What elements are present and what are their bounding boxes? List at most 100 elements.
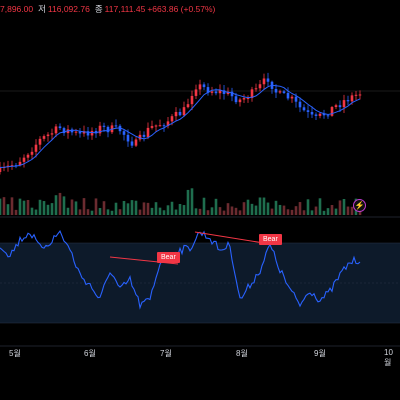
volume-bar [190,188,194,215]
volume-bar [50,203,54,215]
volume-bar [174,209,178,215]
month-label-may: 5월 [9,349,21,358]
candle-body [286,92,290,99]
candle-body [146,127,150,137]
volume-bar [86,209,90,215]
candle-body [226,91,230,94]
volume-bar [186,189,190,215]
lightning-icon[interactable]: ⚡ [353,199,366,212]
month-label-oct: 10월 [384,348,393,367]
volume-bar [82,198,86,215]
candle-body [222,90,226,94]
bear-divergence-label-1: Bear [157,252,180,263]
volume-bar [166,205,170,215]
volume-bar [142,202,146,215]
month-label-jul: 7월 [160,349,172,358]
volume-bar [2,197,6,215]
month-label-aug: 8월 [236,349,248,358]
ohlc-change: +663.86 (+0.57%) [147,4,216,14]
candle-body [114,125,118,127]
volume-bar [118,209,122,215]
ohlc-close-value: 117,111.45 [104,4,146,14]
moving-average-line [0,84,361,168]
candle-body [254,88,258,90]
volume-bar [106,209,110,215]
volume-bar [146,202,150,215]
volume-bar [342,198,346,215]
candle-body [318,113,322,116]
volume-bar [238,210,242,215]
ohlc-low-value: 116,092.76 [47,4,90,14]
candle-body [10,165,14,167]
candle-body [150,126,154,128]
volume-bar [194,208,198,215]
volume-bar [38,199,42,215]
volume-bar [262,197,266,215]
volume-bar [22,200,26,215]
volume-bar [158,207,162,215]
volume-bar [330,205,334,215]
candle-body [34,144,38,152]
volume-bar [94,198,98,215]
volume-bar [226,203,230,215]
volume-bar [266,202,270,215]
volume-bar [0,198,2,215]
candle-body [78,131,82,134]
volume-bar [254,205,258,215]
volume-bar [306,199,310,215]
candle-body [158,125,162,127]
volume-bar [258,197,262,215]
volume-bar [274,200,278,215]
candle-body [86,131,90,136]
candle-body [330,106,334,116]
candle-body [162,125,166,127]
volume-bar [130,200,134,215]
volume-bar [102,201,106,215]
candle-body [194,89,198,96]
volume-bar [222,210,226,215]
volume-bar [98,208,102,215]
candle-body [90,130,94,136]
candle-body [326,115,330,117]
rsi-line [0,230,361,310]
volume-bar [210,207,214,215]
candle-body [182,107,186,116]
candle-body [30,151,34,155]
candle-body [126,134,130,142]
ohlc-close-partial: 7,896.00 [0,4,34,14]
candle-body [218,90,222,94]
candle-body [50,133,54,135]
volume-bar [30,207,34,215]
volume-bar [46,204,50,215]
candle-body [102,125,106,127]
candle-body [166,121,170,127]
volume-bar [322,210,326,215]
volume-bar [310,210,314,215]
volume-bar [246,199,250,215]
volume-bar [350,206,354,215]
volume-bar [182,205,186,215]
volume-bar [282,205,286,215]
candle-body [274,88,278,93]
volume-bar [18,198,22,215]
volume-bar [214,198,218,215]
candle-body [202,84,206,88]
candle-body [338,105,342,108]
candle-body [230,91,234,97]
volume-bar [126,203,130,215]
candle-body [186,104,190,108]
candle-body [210,91,214,93]
candle-body [106,126,110,133]
candle-body [214,91,218,94]
candle-body [46,134,50,137]
candle-body [250,89,254,99]
volume-bar [218,207,222,215]
volume-bar [334,208,338,215]
volume-bar [154,202,158,215]
volume-bar [318,198,322,215]
volume-bar [58,192,62,215]
volume-bar [302,210,306,215]
month-label-jun: 6월 [84,349,96,358]
volume-bar [90,210,94,215]
